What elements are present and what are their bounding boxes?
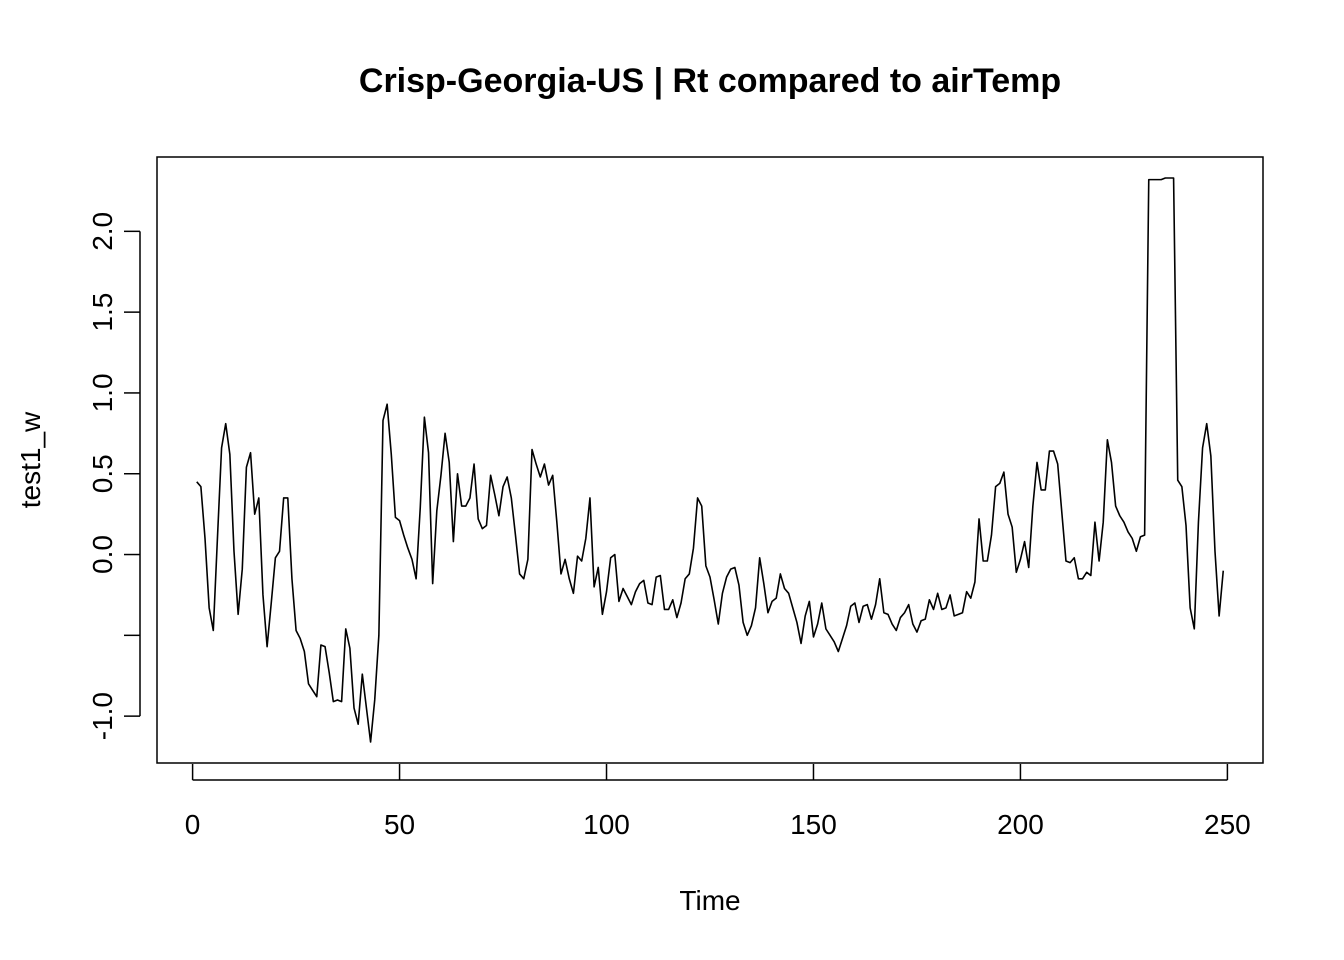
x-tick-label: 200: [997, 809, 1044, 840]
y-tick-label: 2.0: [87, 212, 118, 251]
series-layer: [196, 177, 1225, 743]
x-tick-label: 100: [583, 809, 630, 840]
x-axis: 0 50 100 150 200 250: [185, 764, 1251, 840]
y-tick-label: 0.0: [87, 535, 118, 574]
chart-title: Crisp-Georgia-US | Rt compared to airTem…: [359, 62, 1061, 100]
y-axis: -1.0 0.0 0.5 1.0 1.5 2.0: [87, 212, 141, 740]
x-tick-label: 50: [384, 809, 415, 840]
plot-area-frame: [156, 156, 1264, 764]
x-tick-label: 150: [790, 809, 837, 840]
y-tick-label: 1.0: [87, 373, 118, 412]
y-tick-label: 1.5: [87, 293, 118, 332]
y-tick-label: 0.5: [87, 454, 118, 493]
x-tick-label: 0: [185, 809, 201, 840]
x-axis-label: Time: [679, 885, 740, 916]
series-line: [196, 177, 1225, 743]
y-axis-label: test1_w: [15, 411, 46, 508]
y-tick-label: -1.0: [87, 692, 118, 740]
x-tick-label: 250: [1204, 809, 1251, 840]
